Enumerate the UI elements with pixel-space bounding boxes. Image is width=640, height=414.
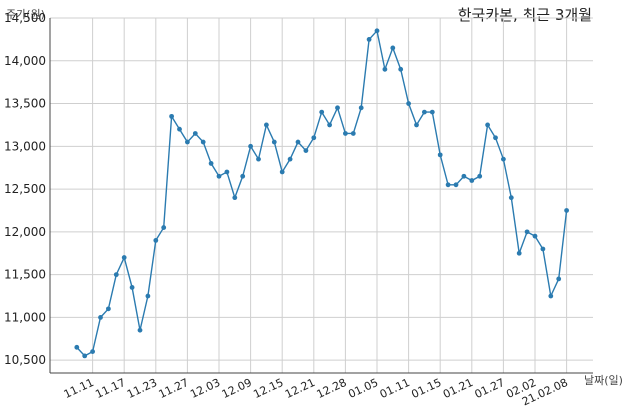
y-tick-label: 12,500 [4,182,46,196]
data-point [343,131,348,136]
data-point [287,156,293,162]
data-point [508,195,514,201]
data-point [461,173,467,179]
data-point [248,143,254,149]
data-point [358,105,364,111]
data-point [516,250,522,256]
y-tick-label: 11,500 [4,268,46,282]
data-point [477,173,483,179]
data-point [532,233,538,239]
data-point [319,109,325,115]
data-point [556,276,562,282]
data-point [185,139,190,145]
data-point [493,135,498,141]
x-tick-label: 12.21 [283,376,317,401]
chart-title: 한국카본, 최근 3개월 [457,6,592,24]
data-point [398,66,404,72]
y-tick-label: 11,000 [4,310,46,324]
data-point [232,195,238,201]
x-tick-label: 12.09 [220,376,254,401]
series-line [76,29,568,357]
y-tick-label: 12,000 [4,225,46,239]
x-tick-label: 01.21 [441,376,475,401]
x-tick-label: 01.05 [346,376,380,401]
data-point [121,255,127,260]
data-point [485,122,490,128]
data-point [106,306,111,312]
y-tick-label: 13,500 [4,97,46,111]
data-point [161,225,167,230]
data-point [82,353,88,359]
y-tick-label: 10,500 [4,353,46,367]
data-point [240,173,246,179]
data-point [437,152,443,158]
data-point [390,45,396,51]
data-point [374,28,380,34]
data-point [169,113,175,119]
data-point [414,122,419,128]
data-point [564,208,569,213]
y-tick-label: 13,000 [4,139,46,153]
data-point [200,139,206,145]
data-point [177,126,182,132]
data-point [382,66,388,72]
data-point [74,344,80,350]
x-tick-label: 11.11 [62,376,96,401]
data-point [453,182,459,188]
data-point [422,109,427,115]
data-point [264,122,269,128]
data-point [327,122,332,128]
data-point [279,169,285,175]
data-point [137,327,143,333]
data-point [129,285,135,290]
data-point [192,131,198,136]
x-tick-label: 12.03 [188,376,222,401]
data-point [256,156,261,162]
data-point [311,135,317,141]
data-point [271,139,277,145]
data-point [445,182,451,188]
data-point [548,293,554,299]
data-point [524,229,530,235]
data-point [469,178,475,183]
x-tick-label: 12.15 [251,376,285,401]
data-point [216,173,222,179]
x-tick-label: 11.23 [125,376,159,401]
data-point [366,36,372,42]
data-point [113,272,119,278]
data-point [90,349,95,355]
x-tick-label: 11.17 [93,376,127,401]
x-tick-label: 01.27 [473,376,507,401]
y-axis-label: 주가(원) [6,8,45,21]
y-tick-label: 14,000 [4,54,46,68]
data-point [406,101,411,106]
data-point [540,246,546,252]
data-point [501,156,506,162]
data-point [208,161,214,166]
data-point [335,105,340,111]
data-point [153,238,159,243]
data-point [145,293,151,299]
y-tick-label: 14,500 [4,11,46,25]
x-tick-label: 11.27 [157,376,191,401]
data-point [350,131,356,136]
data-point [98,314,103,320]
data-point [429,109,435,115]
x-tick-label: 01.15 [409,376,443,401]
data-point [224,169,230,175]
x-tick-label: 01.11 [378,376,412,401]
data-point [295,139,301,145]
x-tick-label: 12.28 [315,376,349,401]
x-axis-label: 날짜(일) [584,374,623,387]
data-point [303,148,309,153]
